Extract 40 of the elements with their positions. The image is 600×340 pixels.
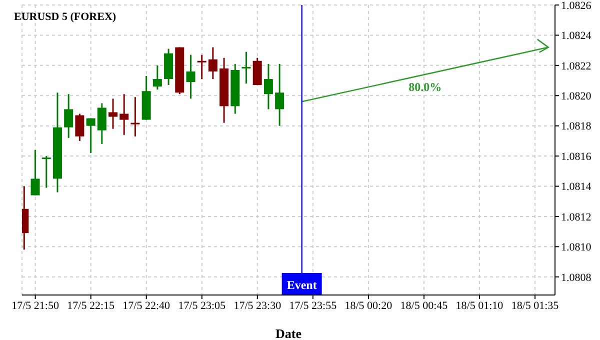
y-tick-label: 1.0818 bbox=[561, 120, 592, 133]
candlestick bbox=[242, 51, 251, 84]
candlestick bbox=[108, 98, 118, 130]
ref-line-label: Event bbox=[286, 278, 317, 292]
candlestick bbox=[197, 54, 206, 80]
x-tick-label: 18/5 00:20 bbox=[344, 300, 393, 312]
candlestick bbox=[186, 54, 196, 100]
candlestick bbox=[75, 113, 84, 142]
candlestick bbox=[30, 149, 40, 196]
candlestick bbox=[64, 93, 74, 139]
x-tick-label: 18/5 01:10 bbox=[456, 300, 504, 312]
x-tick-label: 17/5 23:30 bbox=[234, 300, 282, 312]
candlestick bbox=[275, 63, 284, 127]
y-tick-label: 1.0820 bbox=[561, 90, 592, 103]
x-tick-label: 18/5 00:45 bbox=[400, 300, 448, 312]
y-tick-label: 1.0808 bbox=[561, 272, 592, 284]
annotation: 80.0% bbox=[408, 80, 442, 94]
y-tick-label: 1.0812 bbox=[561, 211, 592, 224]
x-tick-label: 17/5 23:55 bbox=[289, 300, 338, 312]
candlestick bbox=[42, 155, 51, 189]
y-tick-label: 1.0822 bbox=[561, 60, 592, 72]
x-tick-label: 18/5 01:35 bbox=[511, 300, 560, 312]
y-tick-label: 1.0826 bbox=[561, 0, 592, 12]
candlestick bbox=[97, 102, 106, 145]
x-tick-label: 17/5 21:50 bbox=[12, 300, 60, 312]
candlestick bbox=[264, 63, 273, 110]
y-tick-label: 1.0816 bbox=[561, 150, 592, 163]
y-tick-label: 1.0824 bbox=[561, 30, 592, 42]
x-tick-label: 17/5 23:05 bbox=[178, 300, 226, 312]
x-tick-label: 17/5 22:40 bbox=[122, 300, 171, 312]
text: EURUSD 5 (FOREX) bbox=[14, 11, 116, 23]
y-tick-label: 1.0814 bbox=[561, 181, 592, 194]
x-axis-title: Date bbox=[276, 326, 302, 340]
candlestick bbox=[208, 46, 218, 80]
candlestick bbox=[130, 96, 140, 138]
candlestick bbox=[152, 64, 162, 90]
candlestick bbox=[86, 118, 96, 154]
x-tick-label: 17/5 22:15 bbox=[67, 300, 116, 312]
y-tick-label: 1.0810 bbox=[561, 242, 592, 254]
candlestick bbox=[120, 93, 129, 136]
